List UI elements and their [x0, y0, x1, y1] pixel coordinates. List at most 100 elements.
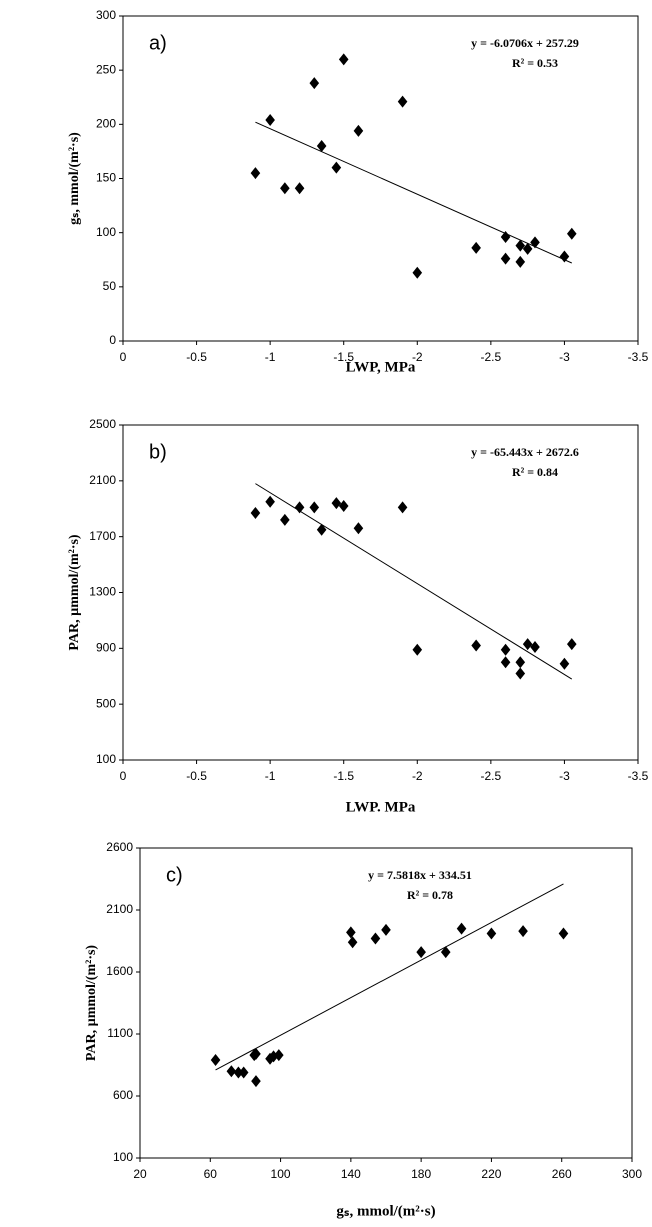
data-point	[370, 932, 381, 945]
equation: y = 7.5818x + 334.51	[368, 868, 472, 882]
data-point	[316, 523, 327, 536]
data-point	[233, 1066, 244, 1079]
x-tick-label: 220	[481, 1167, 501, 1181]
data-point	[500, 656, 511, 669]
x-tick-label: 180	[411, 1167, 431, 1181]
x-axis-label: LWP. MPa	[346, 799, 416, 815]
plot-frame	[122, 15, 639, 342]
equation: y = -65.443x + 2672.6	[471, 445, 579, 459]
y-axis-label: PAR, µmmol/(m²·s)	[67, 534, 82, 651]
y-axis-label: gₛ, mmol/(m²·s)	[67, 132, 82, 225]
x-tick-label: -3	[559, 350, 570, 364]
data-point	[251, 1075, 261, 1088]
data-point	[280, 182, 290, 195]
y-tick-label: 2100	[89, 473, 116, 487]
plot-frame	[122, 424, 639, 761]
data-point	[280, 513, 290, 526]
data-point	[566, 638, 577, 651]
r-squared: R² = 0.53	[512, 56, 558, 70]
x-tick-label: 100	[271, 1167, 291, 1181]
x-tick-label: -1	[265, 350, 276, 364]
data-point	[412, 266, 423, 279]
equation: y = -6.0706x + 257.29	[471, 36, 579, 50]
data-point	[309, 501, 320, 514]
x-axis-label: gₛ, mmol/(m²·s)	[336, 1203, 435, 1219]
data-point	[381, 923, 391, 936]
y-tick-label: 150	[96, 171, 116, 185]
x-tick-label: 20	[133, 1167, 147, 1181]
trendline	[215, 883, 564, 1071]
data-point	[416, 946, 426, 959]
data-point	[331, 497, 342, 510]
y-tick-label: 100	[96, 752, 116, 766]
x-tick-label: -1.5	[333, 350, 354, 364]
data-point	[238, 1066, 249, 1079]
y-tick-label: 2500	[89, 417, 116, 431]
r-squared: R² = 0.78	[407, 888, 453, 902]
data-point	[268, 1050, 279, 1063]
data-point	[412, 643, 423, 656]
data-point	[274, 1049, 284, 1062]
y-axis-label: PAR, µmmol/(m²·s)	[84, 945, 99, 1062]
x-tick-label: -1	[265, 769, 276, 783]
data-point	[566, 227, 577, 240]
data-point	[559, 250, 570, 263]
data-point	[440, 946, 451, 959]
data-point	[471, 639, 481, 652]
trendline	[255, 483, 573, 680]
data-point	[518, 925, 528, 938]
data-point	[265, 1052, 275, 1065]
data-point	[250, 167, 261, 180]
data-point	[397, 95, 408, 108]
data-point	[250, 506, 261, 519]
y-tick-label: 500	[96, 696, 116, 710]
y-tick-label: 1700	[89, 529, 116, 543]
data-point	[353, 522, 364, 535]
panel-label: c)	[166, 864, 183, 886]
data-point	[500, 643, 511, 656]
y-tick-label: 50	[103, 279, 117, 293]
data-point	[558, 927, 569, 940]
panel-label: a)	[149, 32, 167, 54]
y-tick-label: 2600	[106, 840, 133, 854]
data-point	[471, 241, 481, 254]
data-point	[309, 77, 320, 90]
data-point	[353, 124, 364, 137]
data-point	[338, 53, 349, 66]
x-tick-label: -2.5	[481, 769, 502, 783]
panel-label: b)	[149, 441, 167, 463]
data-point	[265, 114, 275, 126]
data-point	[559, 657, 570, 670]
y-tick-label: 1600	[106, 964, 133, 978]
plot-frame	[139, 847, 633, 1159]
data-point	[265, 495, 275, 508]
trendline	[255, 121, 572, 264]
data-point	[530, 640, 540, 653]
y-tick-label: 250	[96, 62, 116, 76]
x-tick-label: -1.5	[333, 769, 354, 783]
x-tick-label: 60	[204, 1167, 218, 1181]
data-point	[347, 936, 358, 949]
y-tick-label: 100	[96, 225, 116, 239]
y-tick-label: 100	[113, 1150, 133, 1164]
data-point	[251, 1047, 261, 1060]
data-point	[316, 140, 327, 152]
data-point	[515, 667, 526, 680]
y-tick-label: 2100	[106, 902, 133, 916]
x-tick-label: -0.5	[186, 350, 207, 364]
y-tick-label: 0	[109, 333, 116, 347]
data-point	[515, 656, 526, 669]
data-point	[522, 242, 533, 255]
y-tick-label: 600	[113, 1088, 133, 1102]
y-tick-label: 900	[96, 641, 116, 655]
data-point	[346, 926, 356, 939]
x-tick-label: 260	[552, 1167, 572, 1181]
data-point	[515, 255, 526, 268]
x-axis-label: LWP, MPa	[346, 359, 416, 375]
x-tick-label: -2	[412, 769, 423, 783]
data-point	[226, 1065, 237, 1078]
data-point	[397, 501, 408, 514]
data-point	[530, 236, 540, 249]
